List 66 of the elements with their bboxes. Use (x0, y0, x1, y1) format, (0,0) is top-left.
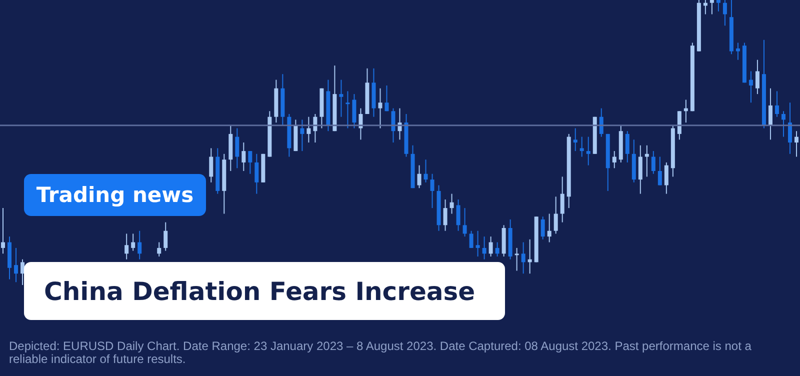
text: China Deflation Fears Increase (24, 262, 505, 320)
candlestick (781, 110, 786, 138)
candlestick (430, 173, 434, 209)
candlestick (560, 176, 564, 223)
text: Trading news (24, 174, 206, 216)
candlestick (677, 110, 682, 140)
candlestick (14, 247, 18, 283)
candlestick (573, 128, 578, 152)
candlestick (580, 136, 584, 158)
candlestick (384, 85, 389, 112)
candlestick (514, 247, 519, 272)
candlestick (774, 90, 779, 118)
candlestick (124, 233, 129, 260)
candlestick (768, 88, 772, 140)
candlestick (209, 148, 214, 183)
candlestick (788, 102, 792, 154)
candlestick (254, 153, 259, 194)
candlestick (748, 70, 753, 104)
candlestick (248, 150, 252, 174)
candlestick (391, 108, 396, 143)
candlestick (352, 94, 356, 129)
candlestick (710, 0, 714, 15)
candlestick (157, 242, 162, 257)
candlestick (346, 90, 350, 129)
candlestick (794, 130, 798, 158)
candlestick (612, 150, 616, 169)
candlestick (20, 258, 25, 285)
candlestick (306, 116, 311, 143)
candlestick (417, 164, 422, 189)
candlestick (651, 150, 656, 174)
candlestick (462, 208, 467, 238)
candlestick (456, 199, 460, 232)
candlestick (378, 88, 382, 129)
candlestick (722, 0, 727, 26)
candlestick (547, 213, 552, 243)
candlestick (644, 144, 649, 178)
candlestick (664, 162, 668, 194)
candlestick (658, 156, 662, 186)
candlestick (521, 242, 526, 274)
candlestick (755, 59, 760, 95)
candlestick (495, 242, 500, 257)
candlestick (131, 233, 136, 252)
candlestick (450, 193, 454, 214)
candlestick (540, 216, 545, 240)
candlestick (482, 236, 486, 260)
candlestick (1, 208, 5, 254)
candlestick (443, 199, 448, 232)
candlestick (424, 159, 428, 183)
candlestick (235, 128, 240, 169)
candlestick (300, 119, 304, 152)
candlestick (164, 222, 168, 252)
candlestick (476, 230, 480, 257)
candlestick (586, 136, 590, 166)
text: Depicted: EURUSD Daily Chart. Date Range: 23 January 2023 – 8 August 2023. Date Captured: 08 August 2023. Past performance is not a reliable indicator of future results. (9, 339, 752, 366)
candlestick (599, 108, 604, 138)
candlestick (138, 230, 142, 260)
candlestick (716, 0, 720, 12)
candlestick (358, 108, 363, 140)
candlestick (736, 42, 740, 60)
candlestick (638, 144, 642, 194)
candlestick (242, 142, 246, 172)
candlestick (554, 196, 558, 234)
candlestick (625, 130, 630, 163)
candlestick (469, 230, 474, 248)
candlestick (488, 236, 493, 257)
candlestick (339, 79, 344, 118)
